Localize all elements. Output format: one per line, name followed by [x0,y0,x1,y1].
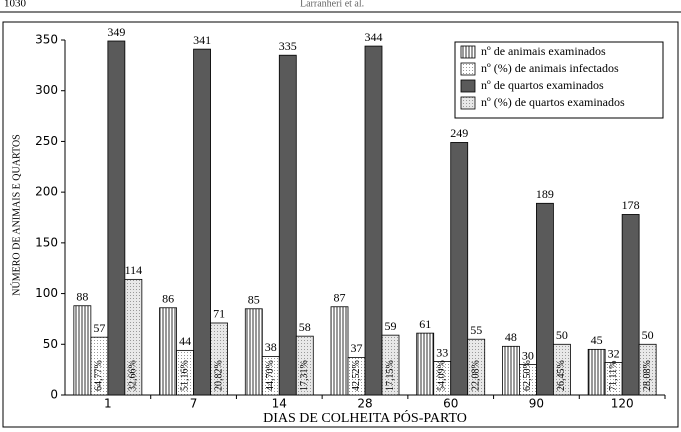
value-label: 59 [385,319,397,333]
y-tick-label: 300 [35,83,58,97]
y-tick-label: 0 [50,388,58,402]
value-label: 178 [622,198,640,212]
x-tick-label: 1 [104,397,112,411]
legend-label: nº (%) de animais infectados [481,61,619,75]
bar [330,306,349,396]
bar [621,214,640,396]
value-label: 45 [591,333,603,347]
bar [159,307,177,396]
value-label: 189 [536,187,554,201]
inner-label: 54,09% [437,360,448,391]
inner-label: 64,77% [94,360,105,391]
legend-swatch [460,62,476,76]
bar [450,142,469,396]
bar [295,335,314,396]
inner-label: 71,11% [608,361,619,391]
bar [278,54,297,396]
value-label: 55 [470,323,482,337]
bar [193,48,211,396]
value-label: 50 [642,328,654,342]
bar [536,202,554,396]
bar [587,348,606,396]
y-tick-label: 50 [43,337,58,351]
value-label: 48 [505,330,517,344]
x-tick-label: 60 [443,397,458,411]
value-label: 61 [419,317,431,331]
inner-label: 22,08% [471,360,482,391]
x-tick-label: 90 [529,397,544,411]
value-label: 114 [125,263,143,277]
y-axis-label: NÚMERO DE ANIMAIS E QUARTOS [10,134,22,295]
value-label: 341 [193,33,211,47]
inner-label: 20,82% [213,360,224,391]
value-label: 38 [265,340,277,354]
bar [467,338,486,396]
bar [73,305,92,396]
y-tick-label: 150 [35,235,58,249]
value-label: 87 [334,291,346,305]
page-number: 1030 [4,0,27,10]
inner-label: 42,52% [351,360,362,391]
bar [638,343,657,396]
y-tick-label: 250 [35,134,58,148]
value-label: 58 [299,320,311,334]
bar [244,308,263,396]
value-label: 88 [76,289,88,303]
value-label: 32 [608,346,620,360]
value-label: 57 [93,321,105,335]
value-label: 344 [365,30,383,44]
x-tick-label: 14 [272,397,287,411]
inner-label: 26,45% [556,360,567,391]
bar [553,343,571,396]
legend-label: nº de animais examinados [481,44,606,58]
x-tick-label: 28 [357,397,372,411]
value-label: 86 [162,292,174,306]
value-label: 30 [522,348,534,362]
y-tick-label: 200 [35,185,58,199]
legend-label: nº (%) de quartos examinados [481,95,625,109]
value-label: 349 [107,25,125,39]
x-tick-label: 7 [190,397,198,411]
inner-label: 51,16% [179,360,190,391]
inner-label: 62,50% [522,360,533,391]
bar [107,40,126,396]
bar [210,322,228,396]
bar [381,334,400,396]
value-label: 249 [450,126,468,140]
legend-swatch [460,96,476,110]
value-label: 44 [179,334,191,348]
value-label: 85 [248,293,260,307]
value-label: 37 [351,341,363,355]
bar [502,345,520,396]
value-label: 50 [556,328,568,342]
frame [2,21,679,428]
page-authors: Larranheri et al. [300,0,364,9]
legend-box [454,41,664,119]
y-tick-label: 100 [35,286,58,300]
legend-label: nº de quartos examinados [481,78,604,92]
x-tick-label: 120 [611,397,634,411]
bar [124,278,143,396]
value-label: 33 [436,345,448,359]
value-label: 71 [213,307,225,321]
x-axis-label: DIAS DE COLHEITA PÓS-PARTO [263,409,467,426]
bar [364,45,383,396]
inner-label: 44,70% [265,360,276,391]
legend-swatch [460,45,476,59]
legend-swatch [460,79,476,93]
inner-label: 17,31% [299,360,310,391]
inner-label: 17,15% [385,360,396,391]
value-label: 335 [279,39,297,53]
inner-label: 32,66% [128,360,139,391]
inner-label: 28,08% [642,360,653,391]
y-tick-label: 350 [35,33,58,47]
bar [416,332,435,396]
